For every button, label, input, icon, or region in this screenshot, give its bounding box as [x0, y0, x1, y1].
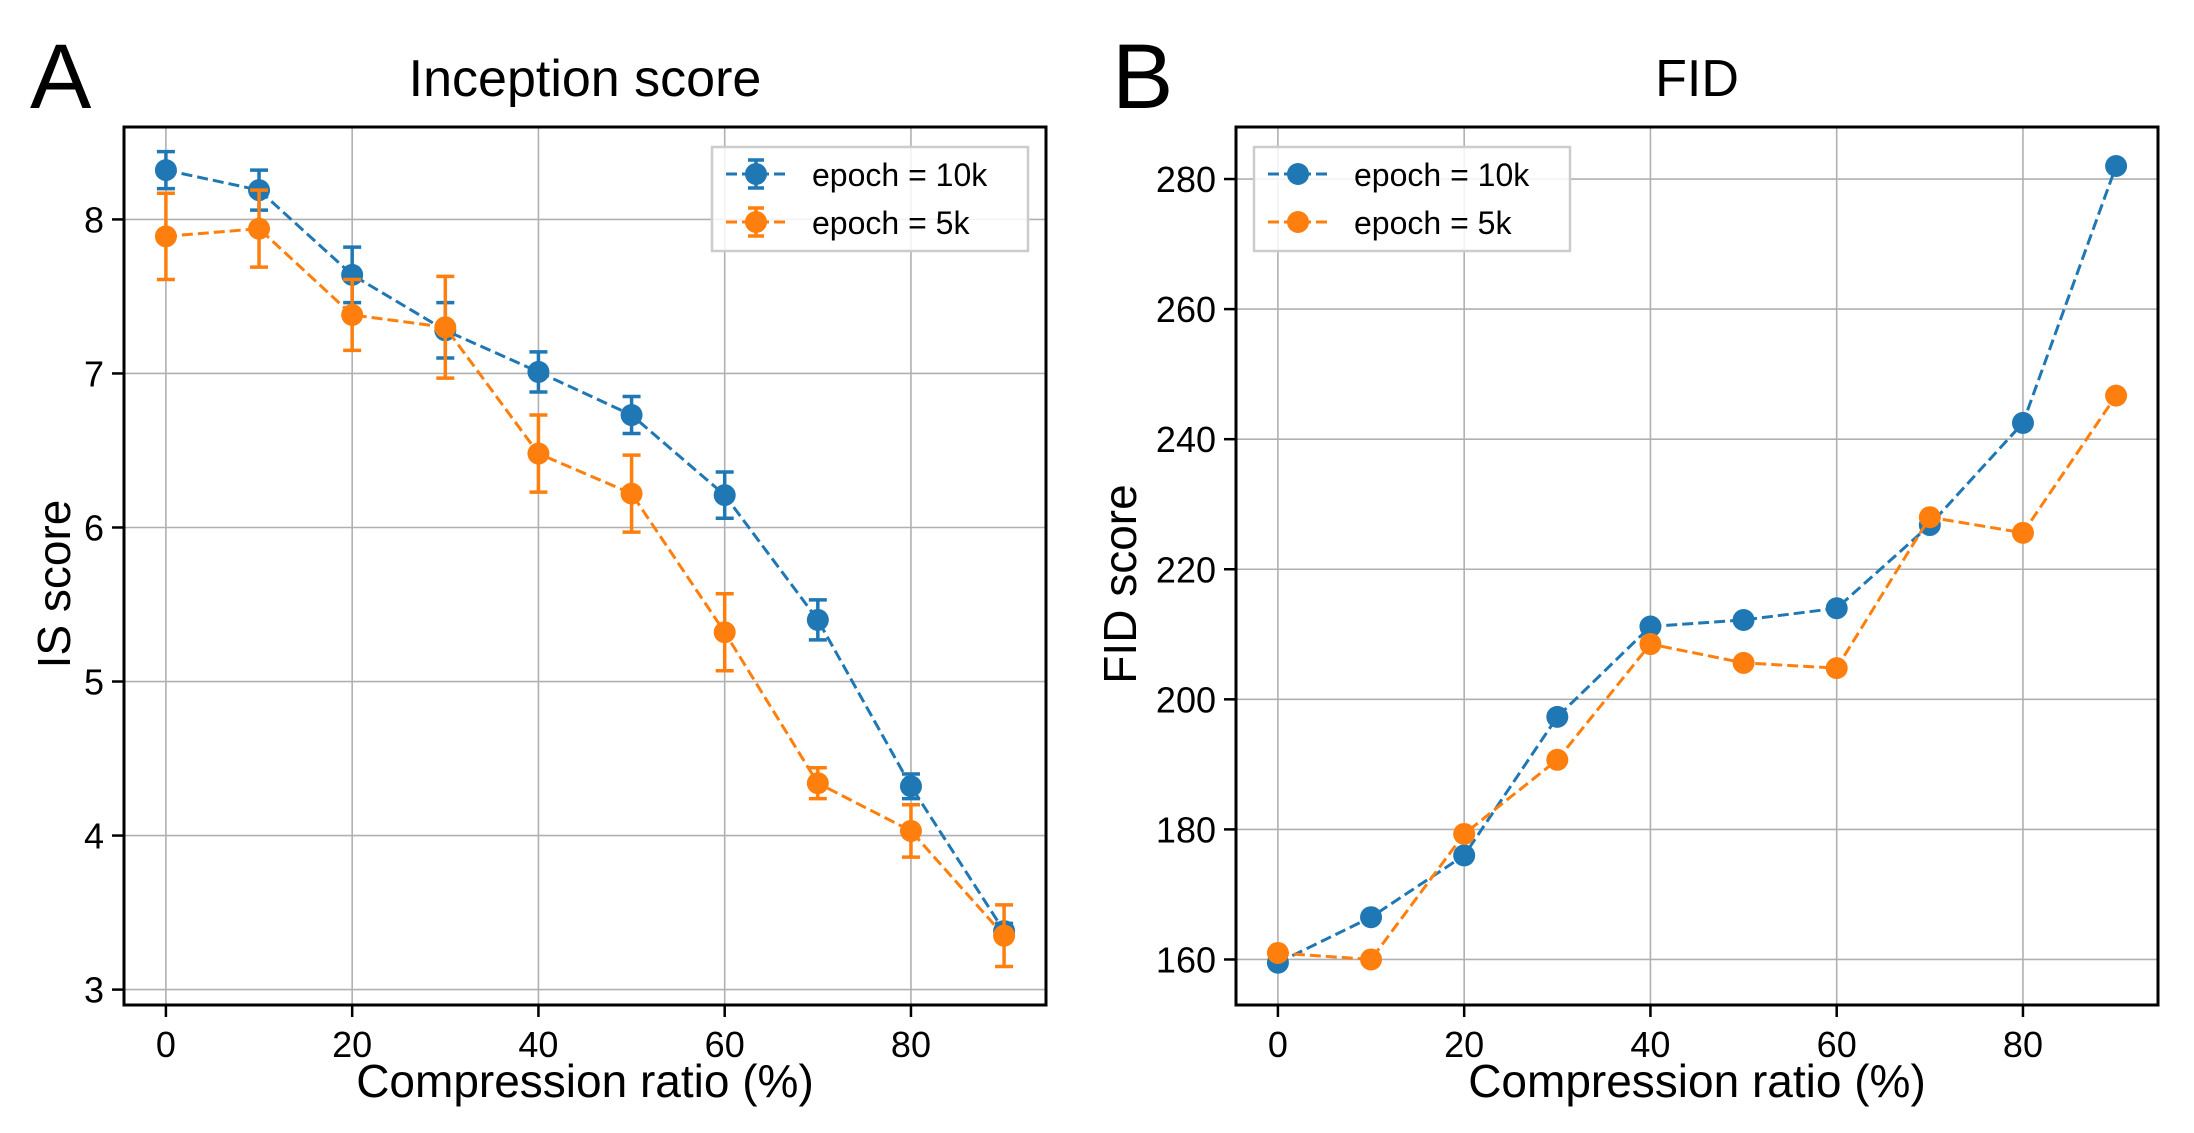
- axis-ticks: 0 20 40 60 80 160 180 200 220 240 260 280: [1156, 159, 2043, 1065]
- data-point: [1825, 657, 1848, 680]
- data-point: [2105, 384, 2128, 407]
- y-tick-label: 8: [84, 199, 104, 240]
- data-point: [341, 303, 364, 326]
- panel-label: A: [30, 26, 92, 128]
- data-point: [1360, 906, 1383, 929]
- data-point: [1546, 705, 1569, 728]
- series-line: [1277, 394, 2118, 962]
- data-point: [527, 360, 550, 383]
- data-point: [154, 225, 177, 248]
- x-tick-label: 0: [1268, 1024, 1288, 1065]
- data-point: [993, 924, 1016, 947]
- data-point: [1360, 948, 1383, 971]
- y-tick-label: 240: [1156, 419, 1216, 460]
- data-point: [2011, 411, 2034, 434]
- data-point: [1732, 608, 1755, 631]
- y-tick-label: 6: [84, 507, 104, 548]
- data-point: [2105, 155, 2128, 178]
- data-point: [434, 316, 457, 339]
- series-1: [1266, 384, 2128, 971]
- data-point: [1825, 597, 1848, 620]
- legend-label: epoch = 5k: [1354, 205, 1512, 241]
- axis-ticks: 0 20 40 60 80 3 4 5 6 7 8: [84, 199, 931, 1065]
- x-tick-label: 20: [1444, 1024, 1484, 1065]
- data-point: [1453, 822, 1476, 845]
- x-tick-label: 40: [518, 1024, 558, 1065]
- y-tick-label: 220: [1156, 549, 1216, 590]
- x-tick-label: 60: [1817, 1024, 1857, 1065]
- legend-label: epoch = 10k: [1354, 157, 1530, 193]
- panel-label: B: [1112, 26, 1173, 128]
- data-point: [620, 482, 643, 505]
- legend-label: epoch = 5k: [812, 205, 970, 241]
- data-point: [1918, 506, 1941, 529]
- data-point: [1266, 941, 1289, 964]
- x-tick-label: 20: [332, 1024, 372, 1065]
- legend: epoch = 10k epoch = 5k: [1252, 145, 1572, 253]
- x-tick-label: 80: [2003, 1024, 2043, 1065]
- legend-box: [710, 145, 1030, 253]
- legend: epoch = 10k epoch = 5k: [710, 145, 1030, 253]
- series-1: [154, 188, 1016, 969]
- legend-label: epoch = 10k: [812, 157, 988, 193]
- grid-lines: [1236, 127, 2158, 1005]
- data-point: [527, 442, 550, 465]
- chart-panel-a: A Inception score Compression ratio (%) …: [28, 26, 1048, 1107]
- grid-lines: [124, 127, 1046, 1005]
- y-tick-label: 3: [84, 970, 104, 1011]
- data-point: [1546, 748, 1569, 771]
- y-tick-label: 280: [1156, 159, 1216, 200]
- data-series: [154, 149, 1016, 969]
- data-point: [248, 217, 271, 240]
- legend-marker: [1287, 163, 1309, 185]
- data-point: [899, 819, 922, 842]
- data-point: [1453, 844, 1476, 867]
- data-point: [806, 608, 829, 631]
- data-point: [1639, 615, 1662, 638]
- chart-title: FID: [1655, 50, 1739, 108]
- y-tick-label: 180: [1156, 809, 1216, 850]
- legend-item: epoch = 5k: [726, 205, 970, 241]
- x-axis-label: Compression ratio (%): [356, 1055, 814, 1107]
- y-tick-label: 5: [84, 662, 104, 703]
- data-point: [713, 484, 736, 507]
- y-tick-label: 160: [1156, 939, 1216, 980]
- series-line: [165, 168, 1006, 932]
- x-tick-label: 60: [705, 1024, 745, 1065]
- plot-frame: [1234, 125, 2160, 1007]
- legend-item: epoch = 5k: [1268, 205, 1512, 241]
- x-tick-label: 40: [1630, 1024, 1670, 1065]
- chart-title: Inception score: [409, 50, 762, 108]
- legend-marker: [745, 163, 767, 185]
- data-point: [620, 404, 643, 427]
- data-point: [1639, 633, 1662, 656]
- y-axis-label: IS score: [28, 500, 80, 669]
- legend-box: [1252, 145, 1572, 253]
- x-axis-label: Compression ratio (%): [1468, 1055, 1926, 1107]
- x-tick-label: 0: [156, 1024, 176, 1065]
- data-point: [899, 775, 922, 798]
- data-point: [154, 159, 177, 182]
- x-tick-label: 80: [891, 1024, 931, 1065]
- series-line: [165, 227, 1006, 937]
- data-point: [806, 772, 829, 795]
- y-tick-label: 7: [84, 353, 104, 394]
- y-axis-label: FID score: [1094, 484, 1146, 683]
- legend-item: epoch = 10k: [1268, 157, 1530, 193]
- data-series: [1266, 155, 2128, 974]
- legend-marker: [1287, 211, 1309, 233]
- data-point: [1732, 651, 1755, 674]
- y-tick-label: 200: [1156, 679, 1216, 720]
- legend-marker: [745, 211, 767, 233]
- y-tick-label: 4: [84, 816, 104, 857]
- data-point: [2011, 521, 2034, 544]
- data-point: [713, 621, 736, 644]
- y-tick-label: 260: [1156, 289, 1216, 330]
- legend-item: epoch = 10k: [726, 157, 988, 193]
- chart-panel-b: B FID Compression ratio (%) FID score 0 2…: [1094, 26, 2160, 1107]
- plot-frame: [122, 125, 1048, 1007]
